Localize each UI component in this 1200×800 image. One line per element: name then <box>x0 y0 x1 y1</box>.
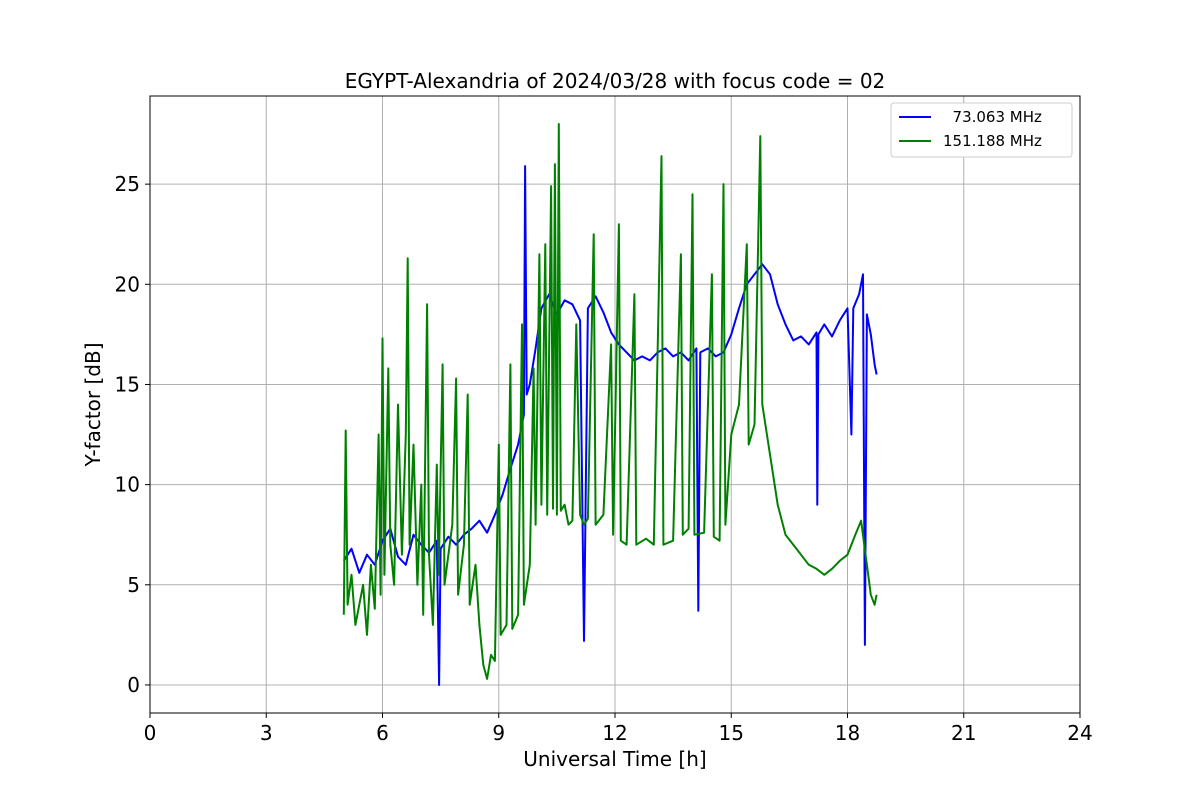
x-tick-label: 24 <box>1067 721 1092 745</box>
legend-label-series-1: 73.063 MHz <box>943 108 1042 126</box>
x-tick-label: 18 <box>835 721 860 745</box>
x-tick-label: 3 <box>260 721 273 745</box>
x-tick-label: 21 <box>951 721 976 745</box>
y-tick-label: 0 <box>127 673 140 697</box>
legend-label-series-2: 151.188 MHz <box>943 132 1042 150</box>
chart-title: EGYPT-Alexandria of 2024/03/28 with focu… <box>345 69 886 93</box>
x-axis-label: Universal Time [h] <box>523 747 706 771</box>
x-tick-label: 15 <box>719 721 744 745</box>
x-tick-label: 9 <box>492 721 505 745</box>
legend: 73.063 MHz 151.188 MHz <box>890 102 1073 158</box>
series-layer <box>342 123 878 686</box>
y-tick-label: 25 <box>115 172 140 196</box>
y-tick-label: 5 <box>127 573 140 597</box>
legend-box <box>890 102 1073 158</box>
series-line-1 <box>342 165 878 686</box>
y-tick-label: 15 <box>115 372 140 396</box>
y-axis-label: Y-factor [dB] <box>81 342 105 467</box>
series-line-2 <box>342 123 878 680</box>
x-tick-label: 6 <box>376 721 389 745</box>
y-tick-label: 10 <box>115 473 140 497</box>
x-tick-label: 12 <box>602 721 627 745</box>
tick-layer: 0 3 6 9 12 15 18 21 24 0 5 10 15 20 25 <box>115 172 1093 745</box>
x-tick-label: 0 <box>144 721 157 745</box>
y-tick-label: 20 <box>115 272 140 296</box>
